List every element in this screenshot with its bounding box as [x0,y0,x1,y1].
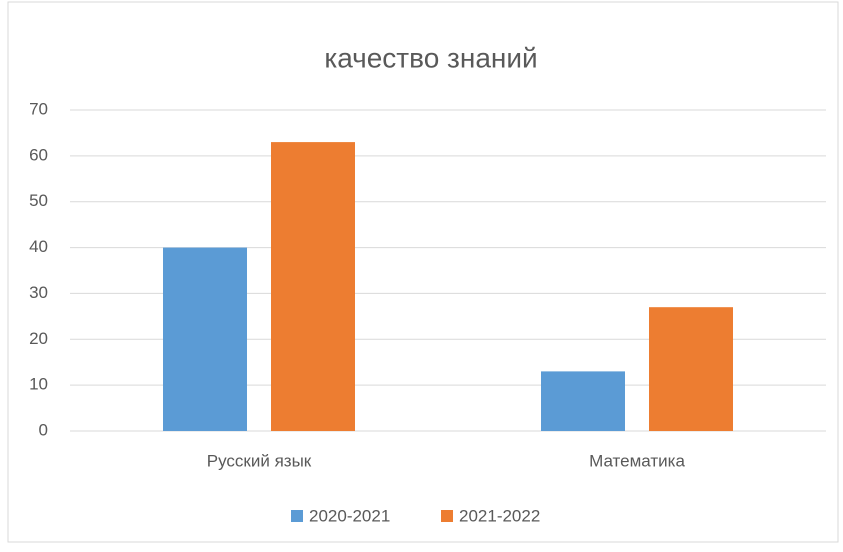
chart-title: качество знаний [324,42,537,73]
y-tick-label: 70 [29,99,48,118]
y-tick-label: 20 [29,329,48,348]
y-tick-label: 30 [29,283,48,302]
y-tick-label: 10 [29,375,48,394]
y-tick-label: 40 [29,237,48,256]
x-tick-label: Русский язык [207,451,312,470]
legend-label: 2020-2021 [309,506,390,525]
bar [271,142,355,431]
y-tick-label: 60 [29,145,48,164]
y-tick-label: 50 [29,191,48,210]
bar [649,307,733,431]
chart-frame [7,1,839,543]
bar [541,371,625,431]
x-tick-label: Математика [589,451,685,470]
legend-swatch [291,510,303,522]
legend-label: 2021-2022 [459,506,540,525]
bar [163,247,247,431]
y-tick-label: 0 [39,420,48,439]
legend-swatch [441,510,453,522]
